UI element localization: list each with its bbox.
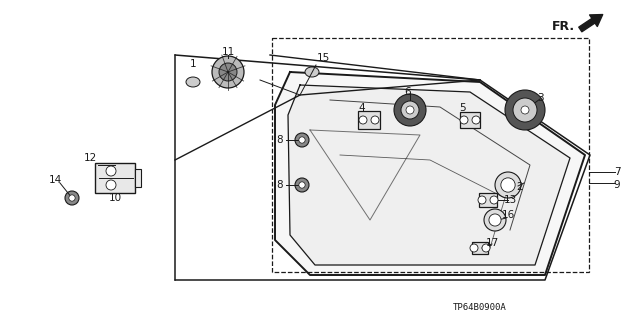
Circle shape [299,137,305,143]
Text: 17: 17 [485,238,499,248]
Text: TP64B0900A: TP64B0900A [453,303,507,313]
Bar [135,169,141,187]
Text: 4: 4 [358,103,365,113]
Ellipse shape [186,77,200,87]
Bar [272,38,589,272]
Circle shape [495,172,521,198]
Circle shape [482,244,490,252]
Text: 8: 8 [276,135,284,145]
Circle shape [401,101,419,119]
Bar [95,163,135,193]
Text: 12: 12 [83,153,97,163]
Circle shape [490,196,498,204]
Circle shape [521,106,529,114]
Text: 1: 1 [189,59,196,69]
Circle shape [505,90,545,130]
Text: 16: 16 [501,210,515,220]
Circle shape [212,56,244,88]
Circle shape [106,166,116,176]
Text: 15: 15 [316,53,330,63]
Circle shape [295,133,309,147]
Circle shape [489,214,501,226]
Circle shape [501,178,515,192]
Bar [460,112,480,128]
Text: FR.: FR. [552,20,575,34]
Bar [472,242,488,254]
Circle shape [472,116,480,124]
Text: 10: 10 [108,193,122,203]
Text: 11: 11 [221,47,235,57]
Circle shape [513,98,537,122]
Bar [479,193,497,207]
Circle shape [484,209,506,231]
Text: 6: 6 [404,87,412,97]
Circle shape [460,116,468,124]
Text: 14: 14 [49,175,61,185]
Text: 7: 7 [614,167,620,177]
Circle shape [478,196,486,204]
Text: 5: 5 [460,103,467,113]
Text: 2: 2 [516,182,524,192]
Circle shape [299,182,305,188]
Text: 13: 13 [504,195,516,205]
Text: 9: 9 [614,180,620,190]
Circle shape [359,116,367,124]
Polygon shape [275,72,585,275]
FancyArrowPatch shape [579,14,603,32]
Text: 8: 8 [276,180,284,190]
Circle shape [371,116,379,124]
Circle shape [69,195,75,201]
Circle shape [106,180,116,190]
Ellipse shape [305,67,319,77]
Text: 3: 3 [537,93,543,103]
Circle shape [65,191,79,205]
Circle shape [394,94,426,126]
Circle shape [219,63,237,81]
Circle shape [295,178,309,192]
Circle shape [470,244,478,252]
Polygon shape [288,85,570,265]
Bar [358,111,380,129]
Circle shape [406,106,414,114]
